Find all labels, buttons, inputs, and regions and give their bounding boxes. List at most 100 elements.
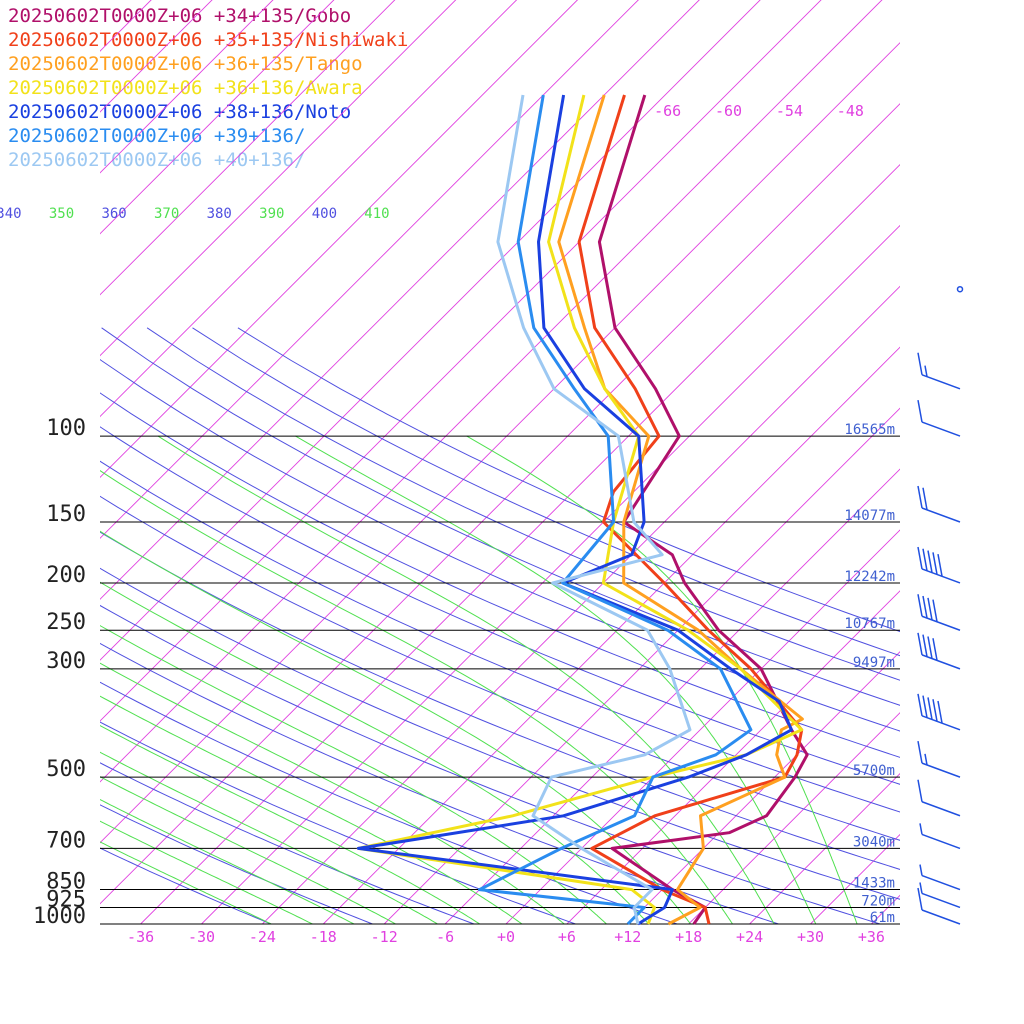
isotherm-line: [0, 0, 44, 924]
wind-barb-flag: [937, 700, 943, 724]
height-label: 9497m: [853, 655, 895, 671]
temperature-tick-label: -30: [188, 928, 215, 946]
dry-adiabat-line: [100, 531, 900, 870]
moist-adiabat-line: [100, 725, 481, 924]
wind-barb-shaft: [921, 909, 961, 925]
wind-barb-flag: [922, 595, 928, 619]
isotherm-line: [444, 468, 900, 924]
temperature-tick-label: -24: [249, 928, 276, 946]
sounding-line-1: [577, 94, 804, 925]
dry-adiabat-line: [100, 847, 273, 924]
legend-entry-39-136: 20250602T0000Z+06 +39+136/: [8, 125, 306, 147]
moist-adiabat-line: [100, 581, 650, 924]
isotherm-line: [505, 529, 900, 924]
height-label: 12242m: [844, 569, 895, 585]
pressure-label: 100: [46, 416, 86, 441]
isotherm-line: [100, 42, 900, 844]
wind-barb-flag: [927, 636, 933, 659]
legend-entry-gobo: 20250602T0000Z+06 +34+135/Gobo: [8, 5, 352, 27]
dry-adiabat-line: [192, 327, 900, 657]
height-label: 3040m: [853, 834, 895, 850]
isotherm-line: [100, 0, 518, 418]
wind-barb-shaft: [921, 801, 961, 817]
wind-barb-half-flag: [924, 365, 928, 377]
dry-adiabat-line: [100, 681, 679, 924]
wind-barb-shaft: [921, 715, 961, 731]
isotherm-line: [993, 0, 1024, 924]
moist-adiabat-line: [100, 662, 566, 924]
theta-label: 350: [49, 206, 74, 222]
dry-adiabat-line: [100, 804, 374, 924]
wind-barb-flag: [937, 554, 943, 577]
pressure-label: 850: [46, 870, 86, 895]
isotherm-line: [100, 0, 396, 296]
sounding-line-0: [597, 94, 809, 925]
sounding-line-2: [557, 94, 804, 926]
pressure-label: 925: [46, 887, 86, 912]
wind-barb-shaft: [921, 762, 961, 778]
isotherm-line: [100, 0, 822, 722]
wind-barb-flag: [922, 695, 928, 718]
theta-label: 370: [154, 206, 179, 222]
wind-barb-flag: [927, 697, 933, 720]
temperature-tick-label: +30: [797, 928, 824, 946]
isotherm-line: [810, 833, 900, 924]
isotherm-line: [871, 894, 900, 924]
wind-barb-flag: [932, 638, 938, 661]
temperature-tick-label: -6: [436, 928, 454, 946]
dry-adiabat-line: [100, 426, 900, 785]
wind-barb-half-flag: [919, 882, 923, 894]
wind-barb-shaft: [921, 833, 961, 850]
wind-barb-flag: [922, 548, 928, 571]
isotherm-line: [100, 103, 900, 905]
sounding-series: [356, 94, 809, 926]
wind-barb-shaft: [921, 615, 961, 631]
temperature-tick-label: -36: [127, 928, 154, 946]
height-label: 14077m: [844, 508, 895, 524]
isotherm-line: [383, 407, 900, 924]
wind-barb-shaft: [921, 421, 961, 437]
temperature-tick-label: +12: [614, 928, 641, 946]
dry-adiabat-line: [100, 460, 900, 813]
isotherm-grid: [0, 0, 1024, 924]
wind-barb-half-flag: [919, 823, 923, 835]
wind-barb-shaft: [921, 892, 961, 909]
isotherm-label: -54: [776, 102, 803, 120]
isotherm-line: [100, 0, 457, 357]
temperature-tick-label: +6: [558, 928, 576, 946]
temperature-tick-label: +0: [497, 928, 515, 946]
wind-barb-half-flag: [924, 753, 928, 766]
pressure-label: 150: [46, 502, 86, 527]
theta-label: 410: [364, 206, 389, 222]
wind-barb-flag: [932, 599, 938, 622]
wind-barb-flag: [927, 597, 933, 620]
pressure-label: 1000: [33, 904, 86, 929]
wind-barb-flag: [927, 550, 933, 573]
height-label: 16565m: [844, 422, 895, 438]
wind-barb-flag: [917, 779, 923, 802]
wind-barb-shaft: [921, 874, 961, 891]
isotherm-line: [100, 0, 700, 600]
isotherm-line: [100, 0, 213, 113]
theta-label: 380: [207, 206, 232, 222]
wind-barb-flag: [917, 594, 923, 617]
height-label: 61m: [870, 910, 895, 926]
dry-adiabat-line: [100, 495, 900, 841]
wind-barb-shaft: [921, 568, 961, 584]
dry-adiabat-line: [100, 604, 882, 924]
moist-adiabat-line: [100, 470, 734, 924]
wind-barb-shaft: [921, 507, 961, 523]
pressure-label: 250: [46, 610, 86, 635]
sounding-line-5: [478, 94, 753, 926]
sounding-line-4: [356, 94, 793, 926]
moist-adiabat-line: [157, 435, 775, 924]
isotherm-label: -48: [837, 102, 864, 120]
isotherm-line: [749, 772, 900, 924]
pressure-label: 700: [46, 828, 86, 853]
wind-barb-flag: [922, 487, 928, 510]
isotherm-line: [100, 0, 639, 539]
isotherm-label: -66: [654, 102, 681, 120]
moist-adiabat-line: [295, 435, 817, 924]
isotherm-line: [100, 0, 761, 661]
moist-adiabat-line: [100, 751, 439, 924]
